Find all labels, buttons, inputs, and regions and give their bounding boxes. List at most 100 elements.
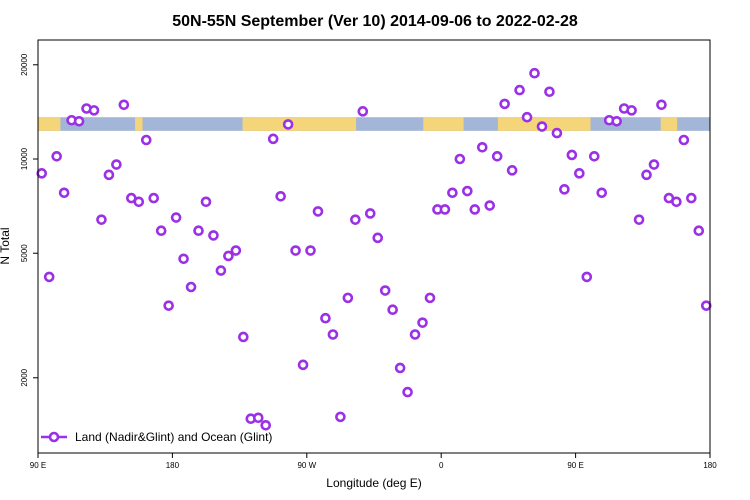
data-points (36, 67, 712, 431)
data-point (596, 187, 608, 199)
surface-type-band (38, 117, 710, 131)
data-point (506, 165, 518, 176)
data-point (223, 250, 234, 262)
data-point (96, 214, 107, 225)
data-point (357, 106, 369, 117)
land-span (423, 117, 464, 131)
y-tick-label: 2000 (20, 368, 29, 386)
data-point (686, 192, 697, 204)
land-span (242, 117, 357, 131)
data-point (230, 245, 242, 256)
data-point (476, 141, 488, 153)
data-point (693, 225, 705, 237)
data-point (275, 191, 286, 202)
data-point (178, 253, 189, 265)
data-point (208, 230, 219, 241)
data-point (379, 285, 391, 296)
data-point (656, 99, 667, 111)
data-point (51, 151, 62, 162)
data-point (290, 245, 301, 256)
data-point (402, 386, 413, 398)
data-point (626, 105, 637, 116)
data-point (140, 134, 152, 146)
data-point (417, 317, 428, 328)
data-point (148, 192, 160, 204)
data-point (118, 99, 130, 111)
data-point (103, 169, 115, 181)
data-point (200, 196, 212, 208)
data-point (544, 86, 555, 98)
data-point (529, 67, 540, 79)
data-point (678, 134, 690, 146)
chart-title: 50N-55N September (Ver 10) 2014-09-06 to… (172, 13, 578, 30)
data-point (424, 292, 436, 304)
data-point (484, 200, 496, 211)
data-point (462, 185, 473, 197)
x-tick-label: 90 E (567, 461, 583, 470)
data-point (312, 206, 324, 217)
data-point (238, 331, 249, 343)
y-tick-label: 20000 (20, 53, 29, 76)
data-point (559, 184, 570, 195)
data-point (305, 245, 316, 256)
y-axis-ticks: 2000 5000 10000 20000 (20, 53, 38, 387)
data-point (581, 271, 593, 283)
data-point (43, 271, 55, 283)
data-point (372, 232, 384, 244)
data-point (170, 212, 182, 223)
x-axis-ticks: 90 E 180 90 W 0 90 E 180 (30, 453, 717, 470)
data-point (185, 281, 197, 293)
data-point (282, 119, 294, 130)
y-axis-label: N Total (0, 227, 12, 264)
data-point (73, 115, 85, 127)
data-point (193, 225, 204, 237)
data-point (671, 196, 682, 208)
data-point (588, 151, 600, 162)
data-point (111, 159, 122, 170)
data-point (394, 362, 406, 374)
data-point (163, 300, 174, 311)
land-span (135, 117, 143, 131)
data-point (491, 151, 503, 162)
data-point (409, 329, 421, 340)
legend-label: Land (Nadir&Glint) and Ocean (Glint) (75, 430, 272, 444)
x-tick-label: 90 W (297, 461, 316, 470)
data-point (454, 153, 466, 165)
data-point (36, 168, 48, 179)
data-point (327, 329, 339, 340)
data-point (350, 214, 361, 225)
data-point (514, 84, 525, 96)
data-point (574, 168, 585, 179)
data-point (521, 111, 533, 123)
x-tick-label: 180 (166, 461, 180, 470)
legend: Land (Nadir&Glint) and Ocean (Glint) (41, 430, 272, 444)
data-point (633, 214, 645, 225)
y-tick-label: 5000 (20, 244, 29, 262)
land-span (38, 117, 61, 131)
data-point (648, 159, 660, 170)
data-point (215, 265, 227, 276)
data-point (566, 149, 578, 161)
data-point (133, 196, 145, 208)
data-point (536, 121, 548, 132)
data-point (387, 304, 398, 316)
x-tick-label: 180 (703, 461, 717, 470)
data-point (58, 187, 70, 199)
data-point (641, 169, 652, 181)
plot-frame (37, 39, 711, 454)
x-tick-label: 90 E (30, 461, 46, 470)
data-point (335, 411, 346, 423)
data-point (155, 225, 167, 237)
x-tick-label: 0 (439, 461, 444, 470)
data-point (88, 105, 100, 116)
data-point (611, 115, 622, 127)
legend-marker-swatch (48, 431, 60, 443)
data-point (551, 127, 563, 139)
data-point (320, 312, 331, 324)
y-tick-label: 10000 (20, 147, 29, 170)
data-point (297, 359, 309, 371)
data-point (447, 187, 458, 199)
data-point (267, 133, 279, 145)
x-axis-label: Longitude (deg E) (326, 476, 421, 490)
